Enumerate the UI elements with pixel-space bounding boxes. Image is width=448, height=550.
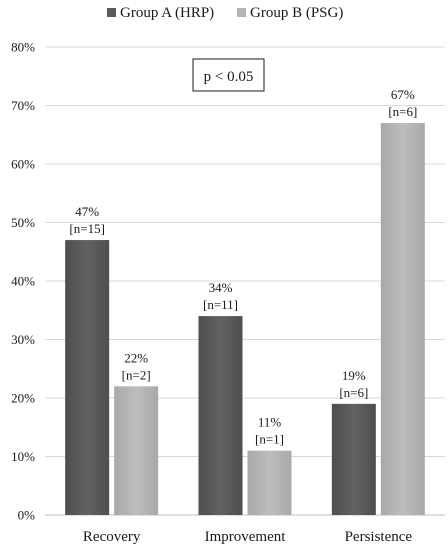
- bar-group-a-persistence: [331, 403, 376, 515]
- y-axis-tick-labels: 0% 10% 20% 30% 40% 50% 60% 70% 80%: [11, 40, 35, 523]
- category-labels: Recovery Improvement Persistence: [83, 529, 412, 545]
- bar-group-a-improvement: [198, 316, 243, 515]
- category-label: Improvement: [205, 529, 287, 545]
- data-label-count: [n=6]: [339, 385, 368, 400]
- data-label-percent: 22%: [124, 350, 148, 365]
- category-label: Recovery: [83, 529, 141, 545]
- legend-label-group-b: Group B (PSG): [250, 5, 343, 21]
- y-tick-label: 10%: [11, 449, 35, 464]
- bar-group-b-improvement: [247, 450, 292, 515]
- data-labels: 47% [n=15] 22% [n=2] 34% [n=11] 11% [n=1] 19% [n=…: [69, 87, 417, 447]
- significance-annotation: p < 0.05: [192, 58, 265, 92]
- data-label-percent: 19%: [342, 368, 366, 383]
- data-label-count: [n=1]: [255, 432, 284, 447]
- y-tick-label: 40%: [11, 274, 35, 289]
- legend-label-group-a: Group A (HRP): [120, 5, 214, 21]
- y-tick-label: 60%: [11, 157, 35, 172]
- y-tick-label: 50%: [11, 215, 35, 230]
- y-tick-label: 80%: [11, 40, 35, 55]
- data-label-count: [n=6]: [388, 104, 417, 119]
- legend-item-group-b: Group B (PSG): [237, 5, 343, 21]
- data-label-percent: 34%: [209, 280, 233, 295]
- y-tick-label: 20%: [11, 391, 35, 406]
- data-label-percent: 67%: [391, 87, 415, 102]
- category-label: Persistence: [345, 529, 413, 545]
- legend-swatch-group-b: [237, 8, 246, 17]
- y-tick-label: 30%: [11, 332, 35, 347]
- legend-swatch-group-a: [107, 8, 116, 17]
- data-label-count: [n=2]: [122, 367, 151, 382]
- data-label-percent: 47%: [75, 204, 99, 219]
- bar-group-a-recovery: [65, 240, 110, 516]
- annotation-text: p < 0.05: [204, 69, 254, 85]
- y-tick-label: 0%: [18, 508, 36, 523]
- gridlines: [45, 46, 445, 457]
- bar-group-b-recovery: [114, 386, 159, 515]
- data-label-count: [n=15]: [69, 221, 105, 236]
- annotation-box: [192, 58, 265, 92]
- bars: [65, 123, 425, 516]
- legend-item-group-a: Group A (HRP): [107, 5, 214, 21]
- legend: Group A (HRP) Group B (PSG): [107, 5, 343, 21]
- y-tick-label: 70%: [11, 98, 35, 113]
- data-label-count: [n=11]: [203, 297, 238, 312]
- bar-group-b-persistence: [380, 123, 425, 516]
- data-label-percent: 11%: [258, 415, 282, 430]
